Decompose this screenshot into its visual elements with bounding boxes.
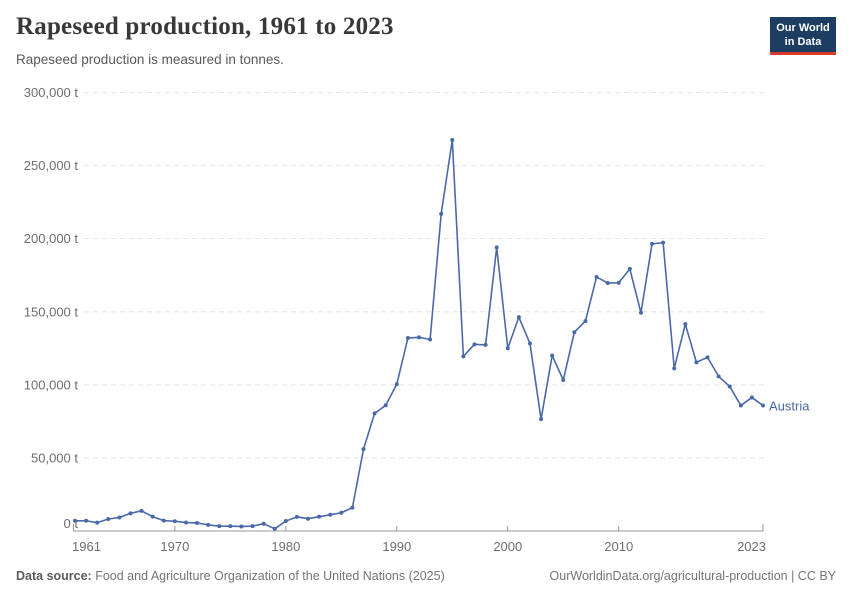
data-point: [172, 519, 177, 524]
data-source-text: Food and Agriculture Organization of the…: [95, 569, 445, 583]
data-point: [250, 524, 255, 529]
data-point: [572, 330, 577, 335]
data-point: [749, 395, 754, 400]
x-tick-label: 1970: [160, 539, 189, 554]
data-point: [206, 522, 211, 527]
data-point: [339, 510, 344, 515]
data-point: [428, 337, 433, 342]
data-point: [405, 336, 410, 341]
owid-logo-line1: Our World: [776, 22, 830, 34]
data-point: [350, 505, 355, 510]
x-tick-label: 1980: [271, 539, 300, 554]
data-point: [417, 335, 421, 340]
data-point: [539, 417, 544, 422]
data-point: [328, 512, 333, 517]
footer-credit-link[interactable]: OurWorldinData.org/agricultural-producti…: [549, 569, 836, 583]
data-point: [494, 245, 499, 250]
y-tick-label: 250,000 t: [24, 158, 79, 173]
y-tick-label: 100,000 t: [24, 377, 79, 392]
data-point: [683, 322, 688, 327]
data-point: [106, 517, 111, 522]
series-label: Austria: [769, 398, 810, 413]
data-point: [594, 274, 599, 279]
data-point: [716, 374, 721, 379]
data-point: [84, 518, 89, 523]
data-point: [317, 514, 322, 519]
data-point: [583, 319, 588, 324]
data-point: [738, 403, 743, 408]
data-point: [627, 266, 632, 271]
data-point: [283, 519, 288, 524]
data-point: [383, 403, 388, 408]
data-point: [139, 508, 144, 513]
y-tick-label: 150,000 t: [24, 304, 79, 319]
page-title: Rapeseed production, 1961 to 2023: [16, 13, 394, 40]
data-point: [550, 353, 555, 358]
data-source: Data source: Food and Agriculture Organi…: [16, 569, 445, 583]
data-point: [161, 518, 166, 523]
data-point: [761, 403, 765, 408]
x-tick-label: 1990: [382, 539, 411, 554]
data-point: [672, 366, 677, 371]
y-tick-label: 300,000 t: [24, 85, 79, 100]
x-tick-label: 2010: [604, 539, 633, 554]
data-point: [239, 524, 244, 529]
data-point: [117, 515, 122, 520]
y-tick-label: 50,000 t: [31, 450, 78, 465]
data-source-label: Data source:: [16, 569, 92, 583]
x-tick-label: 2000: [493, 539, 522, 554]
data-point: [361, 447, 366, 452]
data-point: [272, 526, 277, 531]
data-point: [217, 524, 222, 529]
data-point: [228, 524, 233, 529]
data-point: [483, 342, 488, 347]
chart-footer: Data source: Food and Agriculture Organi…: [16, 569, 836, 583]
data-point: [461, 354, 466, 359]
data-point: [294, 514, 299, 519]
data-point: [561, 378, 566, 383]
data-point: [150, 514, 155, 519]
data-point: [472, 342, 477, 347]
data-point: [261, 521, 266, 526]
x-tick-label: 1961: [72, 539, 101, 554]
data-point: [73, 518, 77, 523]
data-point: [527, 341, 532, 346]
y-tick-label: 200,000 t: [24, 231, 79, 246]
data-point: [605, 280, 610, 285]
data-point: [372, 411, 377, 416]
data-point: [306, 516, 311, 521]
data-point: [650, 241, 655, 246]
data-point: [705, 355, 710, 360]
data-point: [183, 520, 188, 525]
data-point: [439, 211, 444, 216]
data-point: [195, 520, 200, 525]
data-line: [74, 139, 764, 530]
data-point: [694, 360, 699, 365]
data-point: [727, 384, 732, 389]
data-point: [450, 138, 455, 143]
data-point: [616, 280, 621, 285]
x-tick-label: 2023: [737, 539, 766, 554]
data-point: [95, 520, 100, 525]
data-point: [505, 346, 510, 351]
owid-logo-line2: in Data: [784, 36, 822, 49]
owid-logo[interactable]: Our World in Data: [770, 17, 836, 56]
data-point: [394, 382, 399, 387]
data-point: [661, 240, 666, 245]
chart-subtitle: Rapeseed production is measured in tonne…: [16, 52, 284, 67]
data-point: [638, 310, 643, 315]
data-point: [128, 511, 133, 516]
data-point: [516, 315, 521, 320]
y-tick-label: 0 t: [64, 516, 79, 531]
